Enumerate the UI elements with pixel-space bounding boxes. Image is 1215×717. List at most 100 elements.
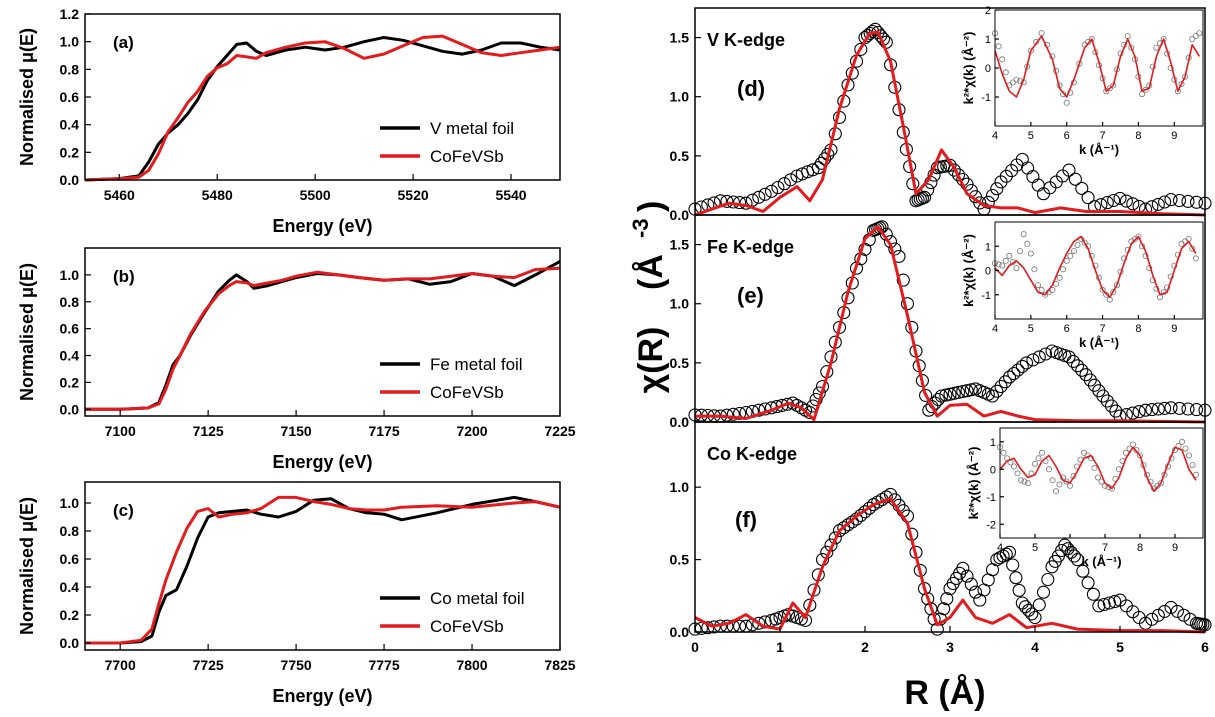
data-point bbox=[854, 508, 868, 522]
inset-e: -1 0 1 4 5 6 7 8 9 k (Å⁻¹) k²*χ(k) (Å⁻²) bbox=[961, 221, 1204, 350]
legend-label: CoFeVSb bbox=[430, 383, 504, 402]
data-point bbox=[1095, 474, 1102, 481]
data-point bbox=[720, 194, 734, 208]
data-point bbox=[764, 184, 779, 198]
data-point bbox=[1182, 445, 1189, 452]
x-tick-label: 5540 bbox=[495, 187, 526, 203]
data-point bbox=[1070, 248, 1077, 255]
data-point bbox=[888, 242, 902, 256]
data-point bbox=[1056, 274, 1063, 281]
y-tick-label: 0 bbox=[990, 464, 996, 476]
right-ylabel-unit: (Å bbox=[632, 254, 670, 290]
data-point bbox=[1013, 265, 1020, 272]
data-point bbox=[1142, 86, 1149, 93]
data-point bbox=[1097, 597, 1111, 612]
edge-label: Co K-edge bbox=[707, 444, 797, 464]
y-tick-label: 0.0 bbox=[670, 207, 690, 223]
y-tick-label: 1 bbox=[985, 34, 991, 46]
data-point bbox=[1172, 401, 1187, 415]
y-tick-label: -1 bbox=[986, 492, 996, 504]
x-tick-label: 7200 bbox=[456, 423, 487, 439]
y-tick-label: -1 bbox=[981, 290, 991, 302]
data-point bbox=[806, 163, 820, 177]
data-point bbox=[1032, 350, 1046, 364]
data-point bbox=[1025, 479, 1032, 486]
data-point bbox=[1035, 282, 1042, 289]
data-point bbox=[981, 195, 995, 209]
data-point bbox=[1015, 596, 1029, 610]
data-point bbox=[1145, 200, 1159, 214]
data-point bbox=[1002, 69, 1009, 76]
x-tick-label: 7125 bbox=[193, 423, 224, 439]
data-point bbox=[1113, 191, 1127, 205]
data-point bbox=[1108, 595, 1122, 609]
data-point bbox=[1067, 252, 1074, 259]
data-point bbox=[803, 598, 817, 612]
y-axis-title: Normalised μ(E) bbox=[17, 497, 37, 635]
data-point bbox=[943, 387, 957, 401]
series-line-cofevsb bbox=[85, 495, 561, 645]
y-tick-label: 0.2 bbox=[60, 144, 80, 160]
data-point bbox=[1014, 470, 1021, 477]
x-axis-title: Energy (eV) bbox=[272, 216, 372, 236]
y-tick-label: 1.0 bbox=[670, 89, 690, 105]
x-tick-label: 9 bbox=[1171, 130, 1177, 142]
data-point bbox=[1103, 291, 1110, 298]
data-point bbox=[947, 386, 961, 400]
inset-background bbox=[995, 222, 1203, 319]
data-point bbox=[1138, 403, 1153, 417]
x-tick-label: 8 bbox=[1137, 542, 1143, 554]
y-tick-label: 0.6 bbox=[60, 551, 80, 567]
data-point bbox=[1135, 233, 1142, 240]
inset-background bbox=[1000, 428, 1203, 538]
data-point bbox=[726, 195, 740, 209]
data-point bbox=[1038, 286, 1045, 293]
data-point bbox=[1181, 194, 1195, 208]
data-point bbox=[1177, 608, 1191, 622]
data-point bbox=[940, 592, 954, 606]
x-tick-label: 6 bbox=[1064, 323, 1070, 335]
x-tick-label: 7825 bbox=[544, 657, 575, 673]
data-point bbox=[1189, 36, 1196, 43]
y-axis-title: Normalised μ(E) bbox=[17, 28, 37, 166]
y-tick-label: 1.0 bbox=[60, 267, 80, 283]
legend-label: V metal foil bbox=[430, 119, 514, 138]
data-point bbox=[1081, 576, 1095, 590]
data-point bbox=[1106, 85, 1113, 92]
y-tick-label: 0.0 bbox=[670, 624, 690, 640]
data-point bbox=[1025, 607, 1039, 621]
data-point bbox=[1158, 604, 1172, 618]
x-tick-label: 7150 bbox=[281, 423, 312, 439]
data-point bbox=[960, 569, 974, 583]
data-point bbox=[1145, 403, 1159, 417]
data-point bbox=[1186, 452, 1193, 459]
data-point bbox=[921, 183, 935, 197]
x-tick-label: 4 bbox=[997, 542, 1003, 554]
data-point bbox=[1006, 252, 1013, 259]
data-point bbox=[1039, 449, 1046, 456]
data-point bbox=[1021, 161, 1035, 175]
data-point bbox=[1060, 266, 1067, 273]
y-tick-label: 1.2 bbox=[60, 6, 80, 22]
data-point bbox=[990, 182, 1004, 196]
data-point bbox=[1102, 596, 1116, 610]
data-point bbox=[1109, 485, 1116, 492]
data-point bbox=[1049, 477, 1056, 484]
panel-e: 0.0 0.5 1.0 1.5 (e) Fe K-edge bbox=[670, 214, 1212, 430]
data-point bbox=[1113, 282, 1120, 289]
data-point bbox=[784, 173, 798, 187]
data-point bbox=[1002, 370, 1017, 384]
right-ylabel-close: ) bbox=[632, 201, 670, 212]
data-point bbox=[1158, 401, 1172, 415]
data-point bbox=[939, 388, 953, 402]
inset-y-axis-title: k²*χ(k) (Å⁻²) bbox=[966, 447, 981, 520]
data-point bbox=[951, 168, 966, 182]
data-point bbox=[1031, 266, 1038, 273]
data-point bbox=[1081, 191, 1095, 205]
y-tick-label: 0.4 bbox=[60, 348, 80, 364]
data-point bbox=[1035, 455, 1042, 462]
x-tick-label: 4 bbox=[992, 130, 998, 142]
x-tick-label: 9 bbox=[1171, 323, 1177, 335]
panel-c: 0.0 0.2 0.4 0.6 0.8 1.0 7700 7725 7750 7775 7800 78… bbox=[17, 481, 576, 706]
y-tick-label: 0.0 bbox=[60, 635, 80, 651]
